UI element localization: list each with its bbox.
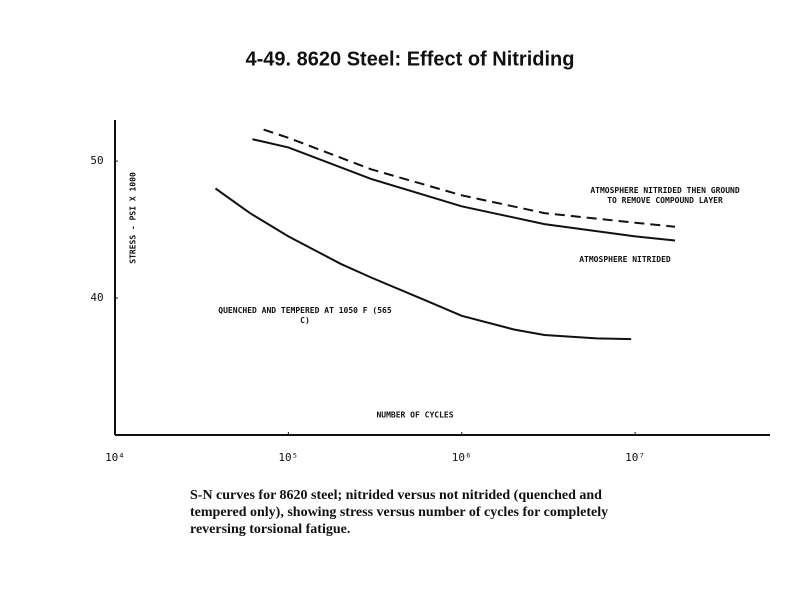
curve	[263, 128, 676, 228]
x-tick-label: 10⁷	[625, 451, 645, 464]
caption: S-N curves for 8620 steel; nitrided vers…	[190, 488, 609, 537]
x-tick-label: 10⁵	[278, 451, 298, 464]
x-tick-label: 10⁶	[452, 451, 472, 464]
y-tick-label: 50	[90, 154, 103, 167]
y-tick-label: 40	[90, 291, 103, 304]
chart-title: 4-49. 8620 Steel: Effect of Nitriding	[246, 48, 575, 70]
x-tick-label: 10⁴	[105, 451, 125, 464]
curve	[214, 187, 632, 341]
curve	[252, 138, 676, 242]
series-label: ATMOSPHERE NITRIDED THEN GROUND TO REMOV…	[590, 186, 740, 205]
series-label: ATMOSPHERE NITRIDED	[579, 255, 671, 264]
series-label: QUENCHED AND TEMPERED AT 1050 F (565 C)	[218, 306, 392, 325]
y-axis-label: STRESS - PSI X 1000	[129, 172, 138, 264]
x-axis-label: NUMBER OF CYCLES	[376, 411, 453, 420]
